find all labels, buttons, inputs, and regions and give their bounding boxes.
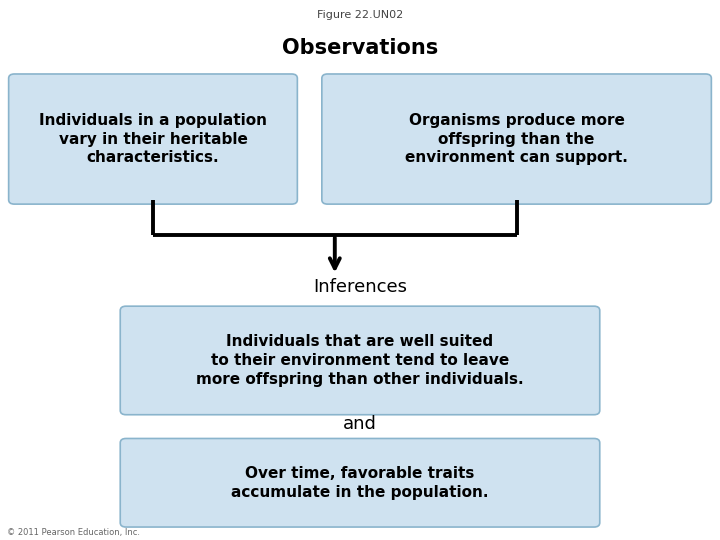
Text: Figure 22.UN02: Figure 22.UN02 bbox=[317, 10, 403, 20]
Text: © 2011 Pearson Education, Inc.: © 2011 Pearson Education, Inc. bbox=[7, 528, 140, 537]
Text: Individuals that are well suited
to their environment tend to leave
more offspri: Individuals that are well suited to thei… bbox=[196, 334, 524, 387]
Text: Over time, favorable traits
accumulate in the population.: Over time, favorable traits accumulate i… bbox=[231, 466, 489, 500]
Text: Inferences: Inferences bbox=[313, 278, 407, 296]
Text: Individuals in a population
vary in their heritable
characteristics.: Individuals in a population vary in thei… bbox=[39, 113, 267, 165]
FancyBboxPatch shape bbox=[120, 306, 600, 415]
Text: and: and bbox=[343, 415, 377, 433]
Text: Observations: Observations bbox=[282, 38, 438, 58]
Text: Organisms produce more
offspring than the
environment can support.: Organisms produce more offspring than th… bbox=[405, 113, 628, 165]
FancyBboxPatch shape bbox=[322, 74, 711, 204]
FancyBboxPatch shape bbox=[120, 438, 600, 527]
FancyBboxPatch shape bbox=[9, 74, 297, 204]
